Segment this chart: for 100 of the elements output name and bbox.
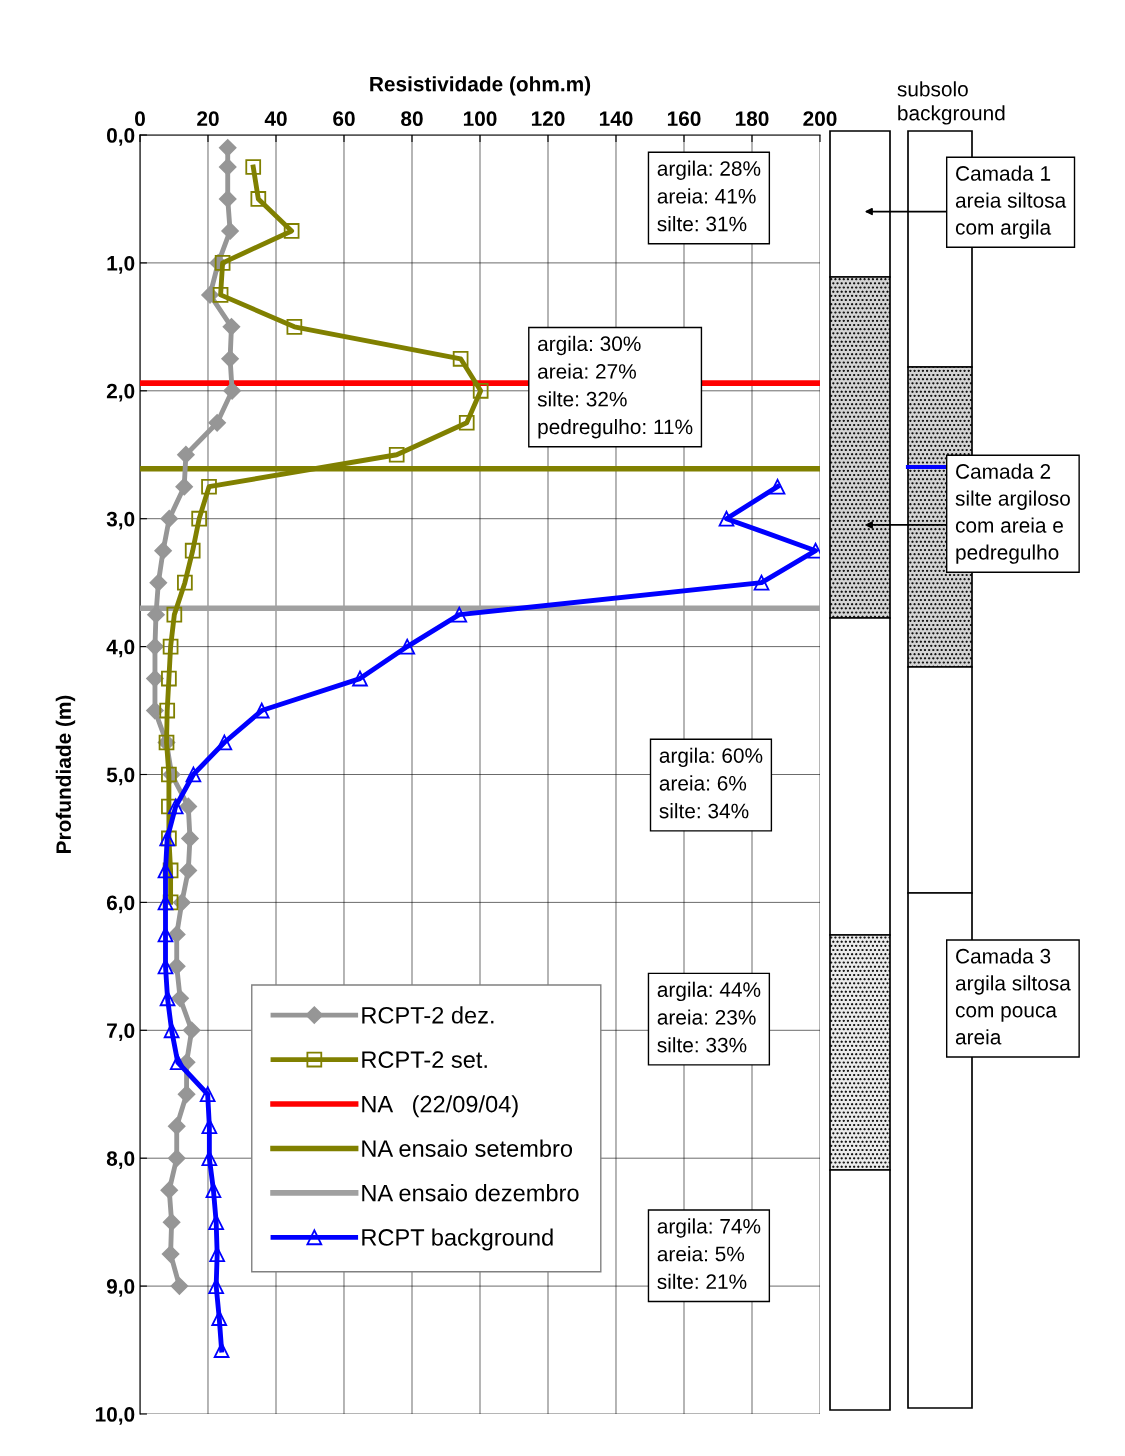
y-tick-label: 7,0 xyxy=(107,1023,135,1042)
point xyxy=(218,190,237,208)
y-tick-label: 1,0 xyxy=(107,255,135,274)
y-tick-label: 10,0 xyxy=(95,1407,135,1425)
x-tick-label: 20 xyxy=(197,111,219,127)
point xyxy=(286,319,303,335)
y-tick-label: 2,0 xyxy=(106,383,135,402)
legend-label: NA (22/09/04) xyxy=(362,1095,518,1118)
point xyxy=(208,414,226,432)
point xyxy=(149,573,168,592)
point xyxy=(167,1149,186,1167)
x-tick-label: 60 xyxy=(333,111,355,127)
point xyxy=(250,191,267,207)
y-tick-label: 6,0 xyxy=(106,895,135,914)
point xyxy=(283,223,300,239)
point xyxy=(212,287,229,303)
annotation: argila: 60% areia: 6% silte: 34% xyxy=(659,747,763,819)
point xyxy=(399,638,416,655)
point xyxy=(161,670,177,687)
x-tick-label: 200 xyxy=(803,111,837,127)
x-tick-label: 80 xyxy=(401,111,423,127)
point xyxy=(253,702,270,719)
x-tick-label: 0 xyxy=(135,111,145,127)
point xyxy=(718,510,735,527)
point xyxy=(157,862,174,879)
point xyxy=(181,829,199,848)
point xyxy=(161,766,177,783)
y-tick-label: 4,0 xyxy=(106,639,135,658)
annotation: argila: 44% areia: 23% silte: 33% xyxy=(657,981,761,1053)
point xyxy=(170,1277,189,1295)
point xyxy=(161,1245,180,1263)
y-tick-label: 8,0 xyxy=(106,1151,135,1169)
legend-label: NA ensaio setembro xyxy=(362,1139,573,1157)
point xyxy=(191,510,208,527)
point xyxy=(222,318,241,336)
point xyxy=(146,669,164,688)
legend-label: RCPT-2 set. xyxy=(362,1051,487,1069)
y-tick-label: 3,0 xyxy=(106,511,135,530)
point xyxy=(221,222,239,240)
text: Camada 1 areia siltosa com argila xyxy=(955,165,1067,239)
point xyxy=(179,797,198,816)
legend-label: RCPT background xyxy=(362,1228,553,1251)
point xyxy=(160,509,179,528)
y-tick-label: 9,0 xyxy=(106,1279,135,1297)
point xyxy=(179,861,198,880)
point xyxy=(167,798,184,815)
x-tick-label: 40 xyxy=(264,111,287,127)
point xyxy=(167,925,186,944)
point xyxy=(458,414,475,431)
x-tick-label: 120 xyxy=(531,111,565,127)
point xyxy=(167,957,186,976)
point xyxy=(769,478,786,495)
point xyxy=(162,1213,181,1231)
point xyxy=(160,1181,179,1199)
annotation: argila: 30% areia: 27% silte: 32% pedregulho: 11% xyxy=(537,335,693,439)
y-tick-label: 0,0 xyxy=(107,128,135,146)
point xyxy=(173,893,191,912)
point xyxy=(162,638,179,655)
x-tick-label: 180 xyxy=(735,111,769,127)
point xyxy=(185,766,202,783)
point xyxy=(182,1021,201,1040)
point xyxy=(167,1117,186,1135)
annotation: argila: 28% areia: 41% silte: 31% xyxy=(657,160,761,232)
point xyxy=(214,255,231,271)
point xyxy=(146,637,164,656)
point xyxy=(452,350,469,367)
point xyxy=(201,478,217,495)
annotation: argila: 74% areia: 5% silte: 21% xyxy=(657,1218,761,1290)
x-tick-label: 140 xyxy=(599,111,633,127)
point xyxy=(154,541,172,560)
point xyxy=(245,159,262,175)
point xyxy=(223,382,241,400)
point xyxy=(753,574,770,591)
point xyxy=(184,542,201,559)
point xyxy=(216,734,233,751)
point xyxy=(388,446,405,463)
text: Camada 3 argila siltosa com pouca areia xyxy=(955,948,1071,1045)
point xyxy=(211,1310,228,1326)
point xyxy=(221,350,239,368)
y-tick-label: 5,0 xyxy=(106,767,135,786)
point xyxy=(218,139,237,157)
legend-label: NA ensaio dezembro xyxy=(362,1184,579,1202)
point xyxy=(177,445,195,464)
point xyxy=(213,1342,230,1358)
point xyxy=(163,1022,180,1039)
point xyxy=(175,477,193,496)
point xyxy=(201,1118,218,1135)
x-tick-label: 160 xyxy=(667,111,701,127)
point xyxy=(218,158,237,176)
point xyxy=(177,1085,196,1104)
point xyxy=(169,1054,186,1071)
x-tick-label: 100 xyxy=(463,111,497,127)
point xyxy=(159,990,176,1007)
point xyxy=(159,702,176,719)
text: subsolo background xyxy=(897,81,1005,125)
point xyxy=(199,1086,216,1103)
point xyxy=(177,574,193,591)
point xyxy=(472,382,489,399)
point xyxy=(451,606,468,623)
text: Camada 2 silte argiloso com areia e pedregulho xyxy=(955,463,1070,564)
